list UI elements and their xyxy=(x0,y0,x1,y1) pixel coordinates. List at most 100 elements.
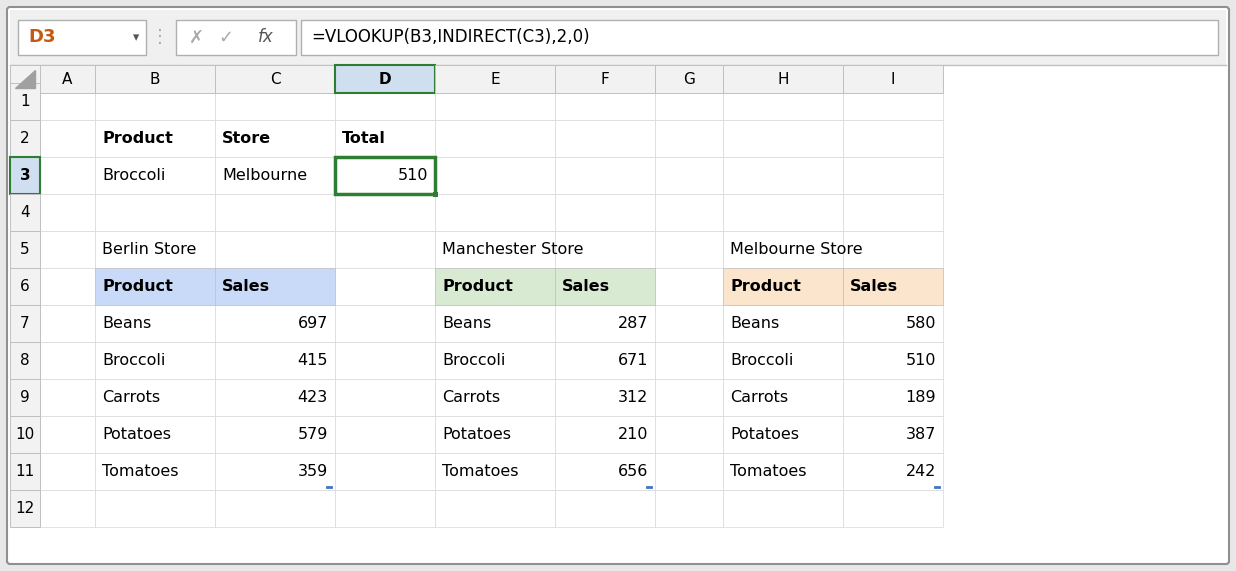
Bar xyxy=(40,416,95,453)
Text: 387: 387 xyxy=(906,427,936,442)
Bar xyxy=(435,416,555,453)
Bar xyxy=(335,416,435,453)
Bar xyxy=(40,342,95,379)
Text: 210: 210 xyxy=(618,427,648,442)
Bar xyxy=(843,120,943,157)
Bar xyxy=(555,416,655,453)
Bar xyxy=(435,231,555,268)
Bar xyxy=(435,268,555,305)
Bar xyxy=(10,453,40,490)
Text: Broccoli: Broccoli xyxy=(103,168,166,183)
Text: ✓: ✓ xyxy=(219,29,234,46)
Text: 1: 1 xyxy=(20,94,30,109)
Bar xyxy=(335,120,435,157)
Bar xyxy=(655,305,723,342)
Bar xyxy=(723,231,843,268)
Bar xyxy=(655,490,723,527)
Bar xyxy=(95,65,215,93)
Text: 9: 9 xyxy=(20,390,30,405)
Bar xyxy=(555,194,655,231)
Bar xyxy=(555,379,655,416)
Bar xyxy=(723,416,843,453)
Bar xyxy=(40,490,95,527)
Text: 580: 580 xyxy=(906,316,936,331)
Text: 415: 415 xyxy=(298,353,328,368)
Text: Broccoli: Broccoli xyxy=(730,353,794,368)
Bar xyxy=(435,305,555,342)
Text: 510: 510 xyxy=(906,353,936,368)
Bar xyxy=(843,305,943,342)
Bar xyxy=(10,65,40,93)
Bar xyxy=(723,194,843,231)
Text: Beans: Beans xyxy=(442,316,491,331)
Bar xyxy=(40,83,95,120)
Bar xyxy=(555,231,655,268)
Bar xyxy=(10,379,40,416)
Text: Melbourne: Melbourne xyxy=(222,168,307,183)
Bar xyxy=(723,65,843,93)
Text: E: E xyxy=(491,71,499,86)
Text: 697: 697 xyxy=(298,316,328,331)
Bar xyxy=(723,157,843,194)
Text: Potatoes: Potatoes xyxy=(730,427,798,442)
Bar xyxy=(95,416,215,453)
Bar xyxy=(40,157,95,194)
Text: G: G xyxy=(684,71,695,86)
Bar xyxy=(655,379,723,416)
Bar xyxy=(335,231,435,268)
Text: ▾: ▾ xyxy=(133,31,140,44)
Text: I: I xyxy=(891,71,895,86)
Text: 312: 312 xyxy=(618,390,648,405)
Text: Tomatoes: Tomatoes xyxy=(730,464,807,479)
Bar xyxy=(723,268,843,305)
Bar xyxy=(95,83,215,120)
Bar xyxy=(843,453,943,490)
Bar xyxy=(435,157,555,194)
Bar xyxy=(40,305,95,342)
Text: Sales: Sales xyxy=(222,279,271,294)
Text: Product: Product xyxy=(442,279,513,294)
Bar xyxy=(335,305,435,342)
Bar xyxy=(843,416,943,453)
Bar xyxy=(95,305,215,342)
Text: Product: Product xyxy=(730,279,801,294)
Bar xyxy=(723,83,843,120)
Bar xyxy=(555,490,655,527)
Bar xyxy=(433,192,438,197)
Bar xyxy=(10,305,40,342)
Bar xyxy=(95,194,215,231)
Bar xyxy=(335,379,435,416)
Text: 359: 359 xyxy=(298,464,328,479)
Bar xyxy=(10,342,40,379)
Bar xyxy=(435,268,555,305)
Bar xyxy=(655,268,723,305)
Bar xyxy=(10,65,1226,561)
Text: 189: 189 xyxy=(906,390,936,405)
Bar xyxy=(40,379,95,416)
Bar xyxy=(723,379,843,416)
Bar xyxy=(723,342,843,379)
Bar xyxy=(335,157,435,194)
Bar xyxy=(723,490,843,527)
Text: A: A xyxy=(62,71,73,86)
Text: Tomatoes: Tomatoes xyxy=(442,464,518,479)
Bar xyxy=(655,231,723,268)
Bar xyxy=(335,83,435,120)
Bar xyxy=(215,83,335,120)
Text: Total: Total xyxy=(342,131,386,146)
Bar xyxy=(95,342,215,379)
Bar xyxy=(215,194,335,231)
Bar xyxy=(435,453,555,490)
Bar xyxy=(335,342,435,379)
Bar xyxy=(435,120,555,157)
Bar xyxy=(215,231,335,268)
Bar xyxy=(335,453,435,490)
Text: 2: 2 xyxy=(20,131,30,146)
Bar xyxy=(723,268,843,305)
Bar xyxy=(843,268,943,305)
Text: Potatoes: Potatoes xyxy=(442,427,510,442)
Text: 5: 5 xyxy=(20,242,30,257)
Bar xyxy=(95,157,215,194)
Bar xyxy=(10,231,40,268)
Bar xyxy=(435,490,555,527)
